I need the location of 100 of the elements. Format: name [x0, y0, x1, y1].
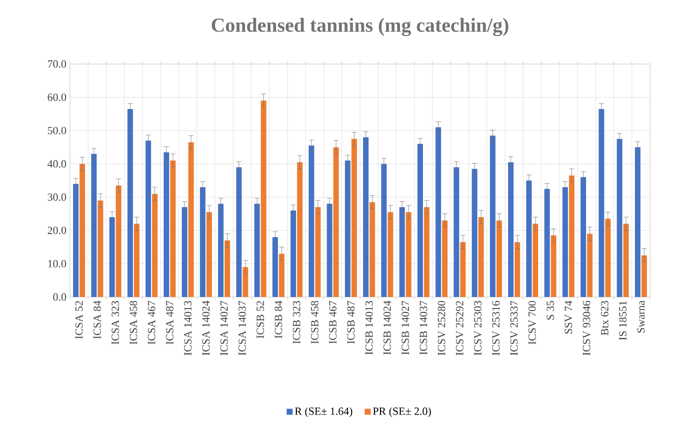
bar — [388, 212, 394, 297]
bar — [278, 254, 284, 297]
bar — [152, 194, 158, 297]
bar — [532, 224, 538, 297]
x-tick-label: ICSA 14027 — [220, 300, 228, 356]
bar — [641, 255, 647, 297]
bar — [333, 147, 339, 297]
bar — [315, 207, 321, 297]
bar — [442, 220, 448, 297]
x-tick-label: ICSA 14013 — [184, 300, 192, 356]
x-tick-label: ICSB 84 — [274, 300, 282, 338]
x-tick-label: ICSB 14037 — [420, 300, 428, 355]
bar — [224, 240, 230, 297]
x-tick-label: ICSB 52 — [256, 301, 264, 338]
x-tick-label: ICSV 25292 — [456, 301, 464, 356]
y-tick-label: 70.0 — [48, 60, 66, 68]
bar — [182, 207, 188, 297]
bar — [616, 138, 622, 297]
y-tick-label: 30.0 — [48, 193, 66, 201]
bar — [424, 207, 430, 297]
x-tick-label: ICSV 25337 — [510, 300, 518, 356]
bar — [634, 147, 640, 297]
bar — [496, 220, 502, 297]
bar — [436, 127, 442, 297]
x-tick-label: ICSV 25303 — [474, 300, 482, 356]
x-tick-label: ICSA 52 — [75, 301, 83, 339]
bar — [98, 200, 104, 297]
y-tick-label: 20.0 — [48, 226, 66, 234]
bar — [188, 142, 194, 297]
bar — [587, 234, 593, 297]
legend-label: R (SE± 1.64) — [294, 407, 352, 418]
x-tick-label: IS 18551 — [619, 301, 627, 340]
bar — [164, 152, 170, 297]
bar — [568, 176, 574, 297]
bar — [308, 146, 314, 297]
y-tick-label: 60.0 — [48, 94, 66, 102]
x-tick-label: ICSA 323 — [112, 300, 119, 344]
bar — [562, 187, 568, 297]
bar — [134, 224, 140, 297]
bar — [550, 235, 556, 297]
x-tick-label: ICSV 93046 — [582, 300, 590, 356]
bar — [260, 100, 266, 297]
x-tick-label: ICSB 14024 — [384, 300, 391, 355]
x-tick-label: ICSB 323 — [292, 300, 300, 344]
bar — [290, 210, 296, 297]
y-tick-label: 0.0 — [53, 293, 66, 301]
x-tick-label: SSV 74 — [564, 300, 572, 334]
x-tick-label: ICSA 467 — [148, 300, 156, 344]
bar — [351, 138, 357, 297]
x-tick-label: ICSB 467 — [329, 300, 336, 344]
bar — [242, 267, 248, 297]
bar — [605, 218, 611, 297]
x-tick-label: ICSA 458 — [130, 300, 138, 344]
bar — [417, 144, 423, 297]
bar — [370, 202, 376, 297]
x-tick-label: ICSV 25280 — [438, 300, 446, 356]
x-tick-label: ICSA 14024 — [202, 300, 210, 356]
bar — [170, 160, 176, 297]
bar — [460, 242, 466, 297]
bar — [297, 162, 303, 297]
bar — [127, 108, 133, 297]
x-tick-label: ICSV 25316 — [492, 300, 500, 356]
x-tick-label: ICSA 487 — [166, 300, 174, 344]
x-tick-label: S 35 — [546, 300, 554, 320]
bar — [363, 137, 369, 297]
bar — [454, 167, 460, 297]
x-tick-label: Swarna — [637, 300, 645, 333]
bar — [598, 108, 604, 297]
bar — [381, 164, 387, 297]
x-tick-label: ICSB 487 — [347, 300, 355, 344]
bar — [399, 207, 405, 297]
bar — [91, 154, 97, 297]
bar — [580, 177, 586, 297]
bar — [406, 212, 412, 297]
bar — [116, 185, 122, 297]
y-tick-label: 10.0 — [48, 260, 66, 268]
bar — [326, 204, 332, 297]
bar — [109, 217, 115, 297]
y-tick-label: 40.0 — [48, 160, 66, 168]
bar — [206, 212, 212, 297]
bar — [490, 136, 496, 297]
bar — [200, 187, 206, 297]
x-tick-label: ICSB 458 — [311, 300, 318, 344]
bar — [80, 164, 86, 297]
bar — [508, 162, 514, 297]
bar — [254, 204, 260, 297]
bar — [218, 204, 224, 297]
x-tick-label: Btx 623 — [601, 300, 608, 336]
y-tick-label: 50.0 — [48, 126, 66, 134]
x-tick-label: ICSA 84 — [94, 300, 101, 339]
bar — [272, 237, 278, 297]
bar — [623, 224, 629, 297]
bar — [478, 217, 484, 297]
bar — [514, 242, 520, 297]
bar — [236, 167, 242, 297]
chart-title: Condensed tannins (mg catechin/g) — [212, 18, 508, 36]
bar — [73, 184, 79, 297]
bar — [544, 188, 550, 297]
x-tick-label: ICSB 14013 — [365, 300, 373, 355]
bar — [472, 168, 478, 297]
